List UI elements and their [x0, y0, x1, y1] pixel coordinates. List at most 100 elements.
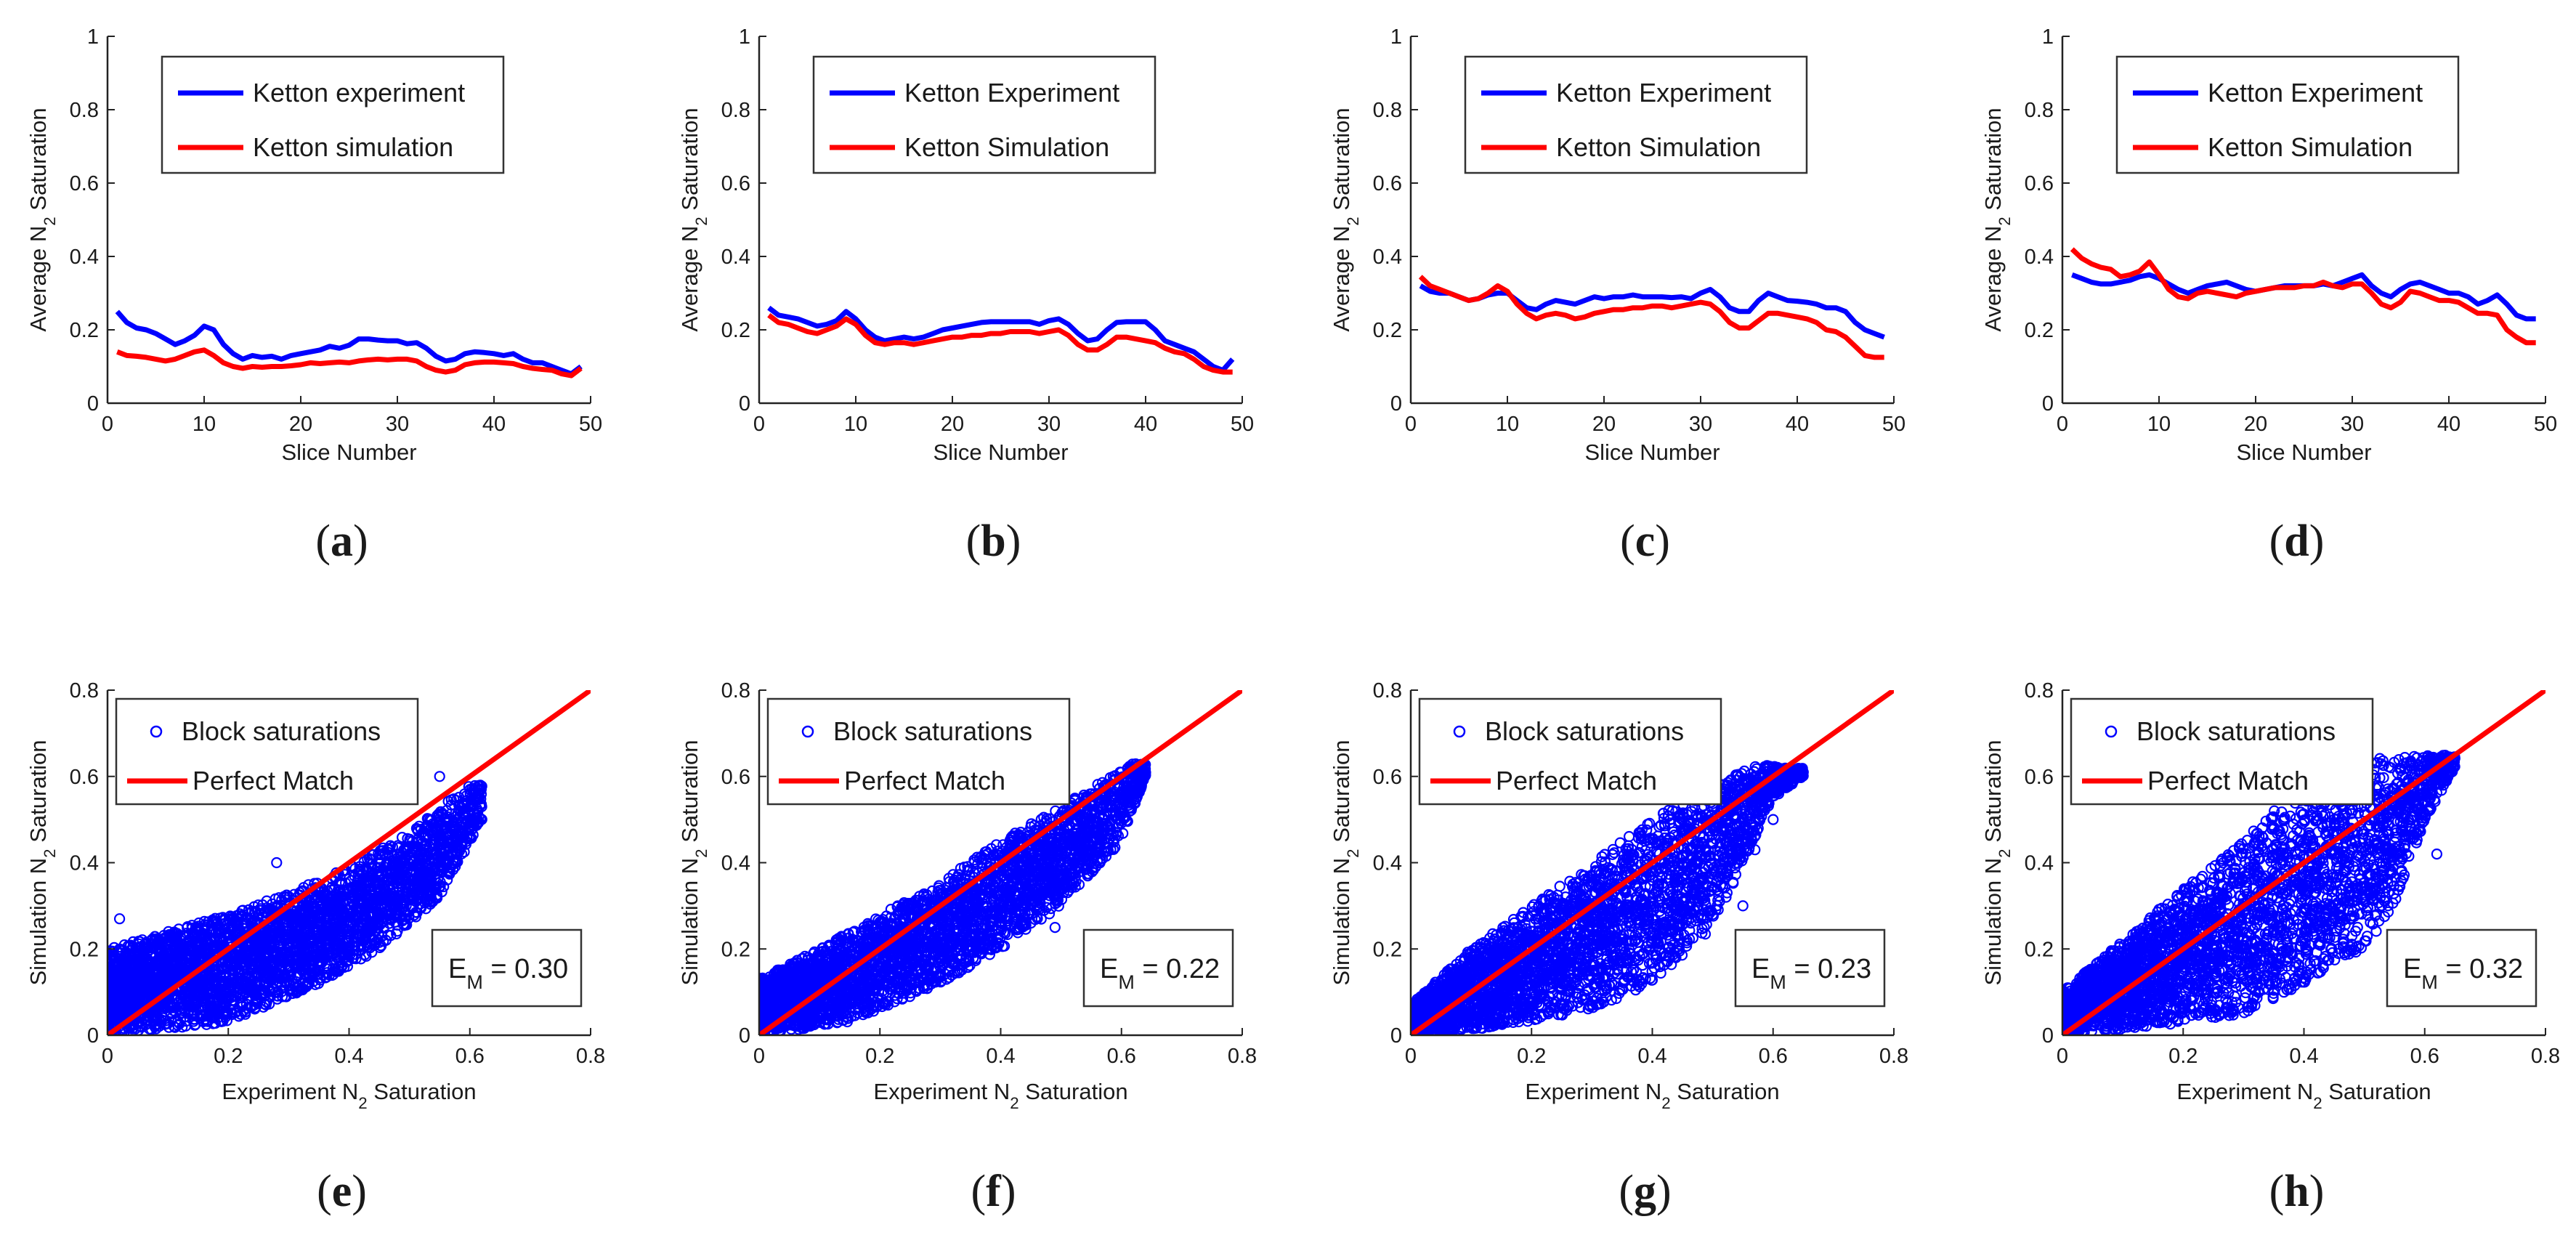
y-tick-label-e: 0: [87, 1024, 99, 1048]
series-line-c-1: [1420, 277, 1884, 357]
x-tick-label-a: 0: [102, 413, 113, 436]
y-tick-label-b: 0.2: [721, 319, 750, 342]
legend-label-c: Ketton Simulation: [1556, 132, 1761, 162]
x-tick-label-d: 10: [2147, 413, 2171, 436]
y-axis-label-b-part1: Average N: [677, 226, 702, 332]
panel-label-paren-open: (: [966, 517, 981, 566]
panel-label-letter: a: [331, 517, 353, 566]
y-axis-label-c-subscript: 2: [1344, 216, 1362, 225]
scatter-point-outlier: [115, 914, 124, 923]
legend-label-a: Ketton experiment: [253, 78, 465, 108]
panel-label-letter: d: [2284, 517, 2309, 566]
y-tick-label-c: 0.8: [1373, 99, 1402, 122]
series-line-d-0: [2072, 275, 2535, 319]
panel-label-paren-close: ): [2309, 517, 2325, 566]
x-tick-label-d: 0: [2057, 413, 2068, 436]
y-axis-label-d: Average N2 Saturation: [1980, 108, 2014, 331]
y-tick-label-c: 0.6: [1373, 172, 1402, 195]
y-axis-label-d-subscript: 2: [1996, 216, 2014, 225]
y-axis-label-c: Average N2 Saturation: [1329, 108, 1362, 331]
y-tick-label-b: 0.6: [721, 172, 750, 195]
y-axis-label-c-part2: Saturation: [1329, 108, 1354, 216]
y-tick-label-d: 1: [2042, 25, 2054, 49]
y-tick-label-d: 0.6: [2025, 172, 2054, 195]
y-axis-label-a-subscript: 2: [41, 216, 59, 225]
legend-label-b: Ketton Simulation: [904, 132, 1109, 162]
panel-label-b: (b): [966, 517, 1021, 566]
x-axis-label-d: Slice Number: [2236, 440, 2371, 465]
panel-label-d: (d): [2269, 517, 2325, 566]
y-tick-label-c: 0.2: [1373, 319, 1402, 342]
x-tick-label-c: 10: [1496, 413, 1519, 436]
panel-label-paren-close: ): [1655, 517, 1670, 566]
x-tick-label-c: 0: [1405, 413, 1417, 436]
y-tick-label-e: 0.8: [70, 679, 99, 702]
x-axis-label-a: Slice Number: [281, 440, 416, 465]
panel-label-a: (a): [315, 517, 368, 566]
y-tick-label-d: 0.4: [2025, 246, 2054, 269]
y-axis-label-d-part1: Average N: [1980, 226, 2006, 332]
x-axis-label-e: Experiment N2 Saturation: [222, 1079, 476, 1112]
panel-label-paren-close: ): [1006, 517, 1021, 566]
x-axis-label-e-part2: Saturation: [368, 1079, 477, 1104]
panel-label-letter: e: [332, 1167, 352, 1216]
y-tick-label-e: 0.6: [70, 766, 99, 789]
y-axis-label-b-subscript: 2: [692, 216, 710, 225]
legend-b: Ketton Experiment Ketton Simulation: [814, 57, 1155, 173]
x-tick-label-c: 30: [1689, 413, 1712, 436]
y-tick-label-d: 0.2: [2025, 319, 2054, 342]
panel-label-paren-open: (: [1620, 517, 1635, 566]
scatter-point-outlier: [435, 772, 445, 781]
y-tick-label-b: 1: [739, 25, 750, 49]
panel-label-letter: b: [981, 517, 1005, 566]
x-axis-label-e-subscript: 2: [358, 1094, 367, 1112]
y-axis-label-b-part2: Saturation: [677, 108, 702, 216]
x-tick-label-a: 30: [386, 413, 409, 436]
metric-value: = 0.30: [483, 954, 568, 984]
y-tick-label-a: 0.8: [70, 99, 99, 122]
y-tick-label-b: 0.4: [721, 246, 750, 269]
y-tick-label-a: 0: [87, 392, 99, 416]
plot-area-a: [117, 312, 580, 376]
x-tick-label-b: 0: [753, 413, 765, 436]
x-tick-label-a: 10: [193, 413, 216, 436]
y-tick-label-d: 0: [2042, 392, 2054, 416]
x-tick-label-e: 0.2: [214, 1045, 243, 1068]
panel-label-paren-open: (: [315, 517, 331, 566]
legend-label-b: Ketton Experiment: [904, 78, 1119, 108]
y-axis-label-a: Average N2 Saturation: [25, 108, 59, 331]
x-tick-label-b: 40: [1134, 413, 1157, 436]
x-tick-label-c: 20: [1592, 413, 1616, 436]
y-tick-label-e: 0.4: [70, 852, 99, 875]
metric-subscript: M: [466, 971, 483, 993]
panel-label-e: (e): [317, 1167, 367, 1216]
x-tick-label-d: 20: [2244, 413, 2267, 436]
y-tick-label-e: 0.2: [70, 938, 99, 961]
y-tick-label-a: 0.6: [70, 172, 99, 195]
y-axis-label-c-part1: Average N: [1329, 226, 1354, 332]
legend-label-e: Block saturations: [182, 716, 381, 746]
x-tick-label-d: 40: [2437, 413, 2460, 436]
y-axis-label-d-part2: Saturation: [1980, 108, 2006, 216]
panel-label-paren-close: ): [352, 1167, 367, 1216]
y-tick-label-c: 0: [1390, 392, 1402, 416]
panel-label-paren-close: ): [353, 517, 368, 566]
metric-annotation-e: EM = 0.30: [432, 930, 581, 1006]
x-tick-label-a: 20: [289, 413, 312, 436]
plot-area-d: [2072, 249, 2535, 343]
metric-symbol: E: [448, 954, 466, 984]
y-axis-label-e-subscript: 2: [41, 849, 59, 857]
y-tick-label-a: 0.4: [70, 246, 99, 269]
plot-area-c: [1420, 277, 1884, 357]
y-tick-label-c: 1: [1390, 25, 1402, 49]
legend-label-d: Ketton Experiment: [2208, 78, 2423, 108]
x-tick-label-a: 40: [482, 413, 506, 436]
y-tick-label-d: 0.8: [2025, 99, 2054, 122]
x-axis-label-b: Slice Number: [933, 440, 1068, 465]
scatter-point-outlier: [272, 858, 281, 867]
